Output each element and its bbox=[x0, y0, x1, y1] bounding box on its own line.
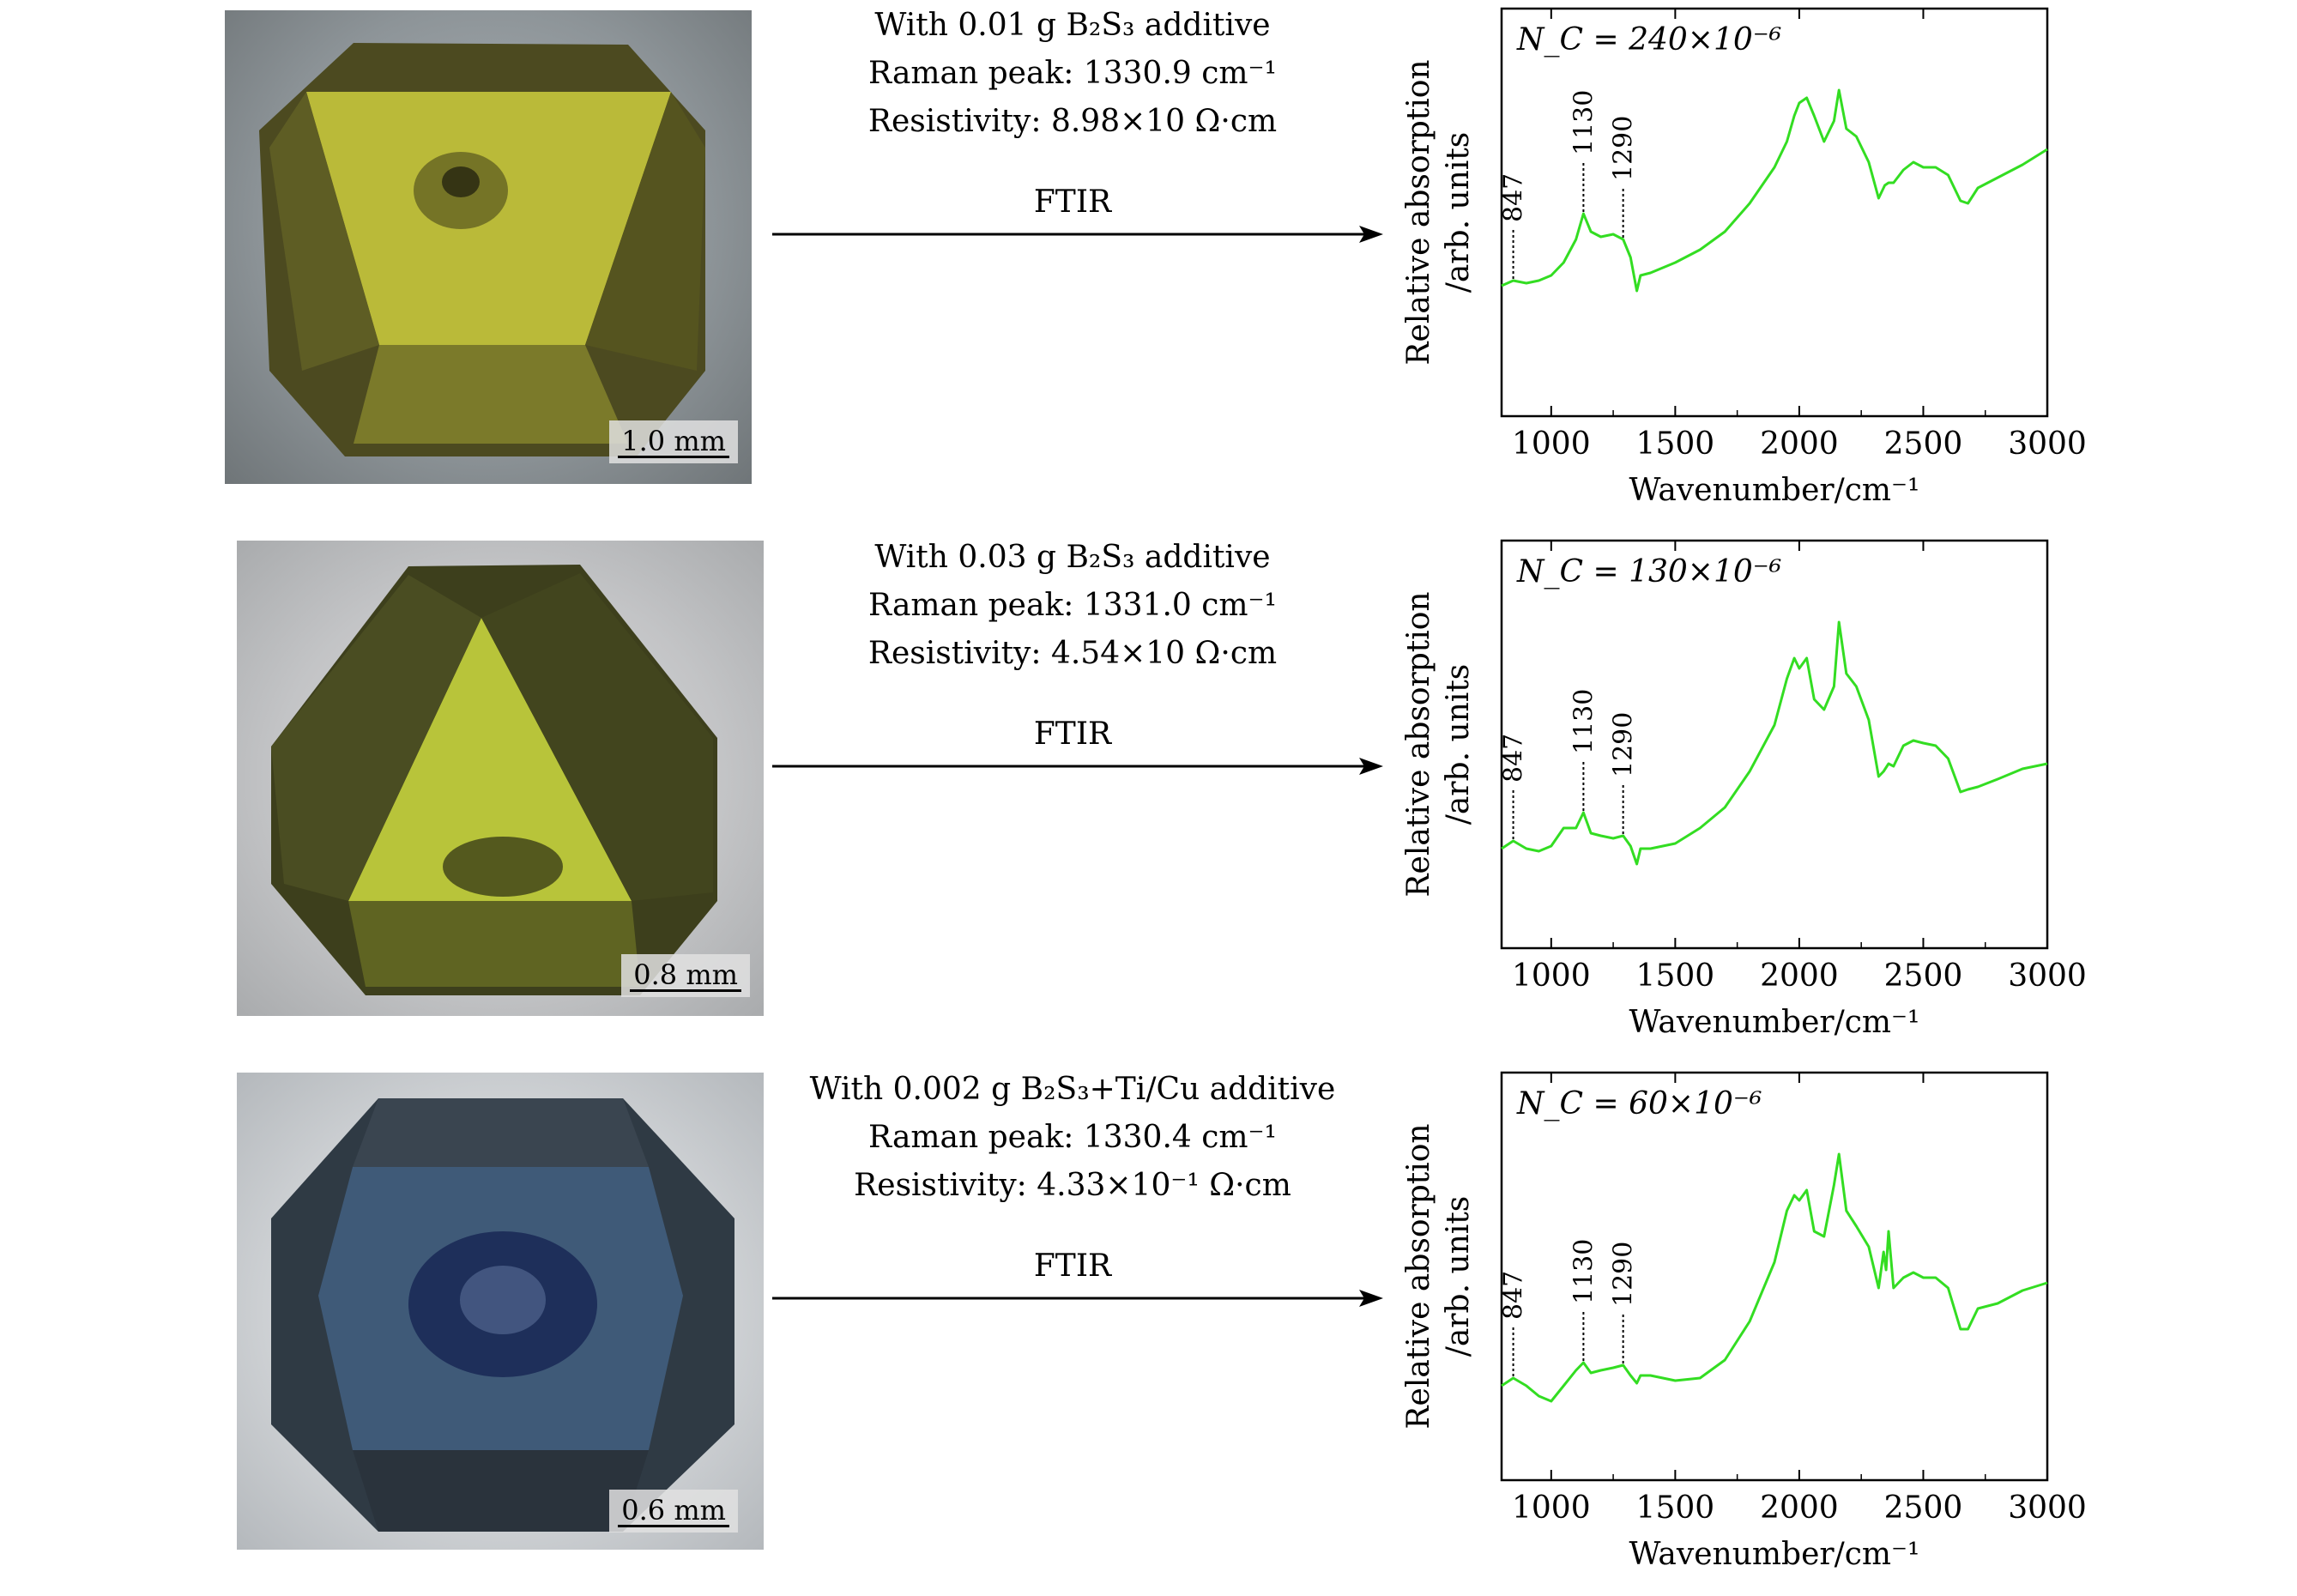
x-tick-label: 2000 bbox=[1760, 1490, 1839, 1526]
x-tick-label: 1000 bbox=[1512, 958, 1591, 994]
x-tick-label: 2000 bbox=[1760, 958, 1839, 994]
peak-label: 847 bbox=[1499, 1271, 1529, 1320]
y-axis-label: Relative absorption/arb. units bbox=[1401, 591, 1476, 897]
nc-annotation: N_C = 60×10⁻⁶ bbox=[1516, 1086, 1762, 1121]
peak-label: 1130 bbox=[1569, 1239, 1599, 1304]
crystal-photo-1: 1.0 mm bbox=[225, 10, 752, 484]
row-3: 0.6 mm With 0.002 g B₂S₃+Ti/Cu additive … bbox=[0, 1064, 2297, 1596]
caption-1-resistivity: Resistivity: 8.98×10 Ω·cm bbox=[867, 104, 1278, 139]
row-2: 0.8 mm With 0.03 g B₂S₃ additive Raman p… bbox=[0, 532, 2297, 1064]
x-tick-label: 2500 bbox=[1884, 426, 1963, 462]
caption-3-additive: With 0.002 g B₂S₃+Ti/Cu additive bbox=[809, 1072, 1336, 1107]
caption-3-resistivity: Resistivity: 4.33×10⁻¹ Ω·cm bbox=[854, 1168, 1291, 1203]
crystal-illustration-3 bbox=[271, 1098, 734, 1532]
caption-3: With 0.002 g B₂S₃+Ti/Cu additive Raman p… bbox=[747, 1066, 1399, 1210]
peak-label: 1130 bbox=[1569, 90, 1599, 155]
arrow-1 bbox=[772, 226, 1383, 243]
ftir-chart-3: 1000 1500 2000 2500 3000 Wavenumber/cm⁻¹ Relat… bbox=[1401, 1071, 2087, 1572]
y-axis-label-line1: Relative absorption bbox=[1401, 591, 1436, 897]
scale-bar-1: 1.0 mm bbox=[609, 420, 738, 463]
y-axis-label-line2: /arb. units bbox=[1441, 132, 1476, 293]
peak-label: 1290 bbox=[1609, 1242, 1639, 1307]
ftir-label-3: FTIR bbox=[1033, 1248, 1112, 1284]
x-tick-label: 2500 bbox=[1884, 1490, 1963, 1526]
nc-annotation: N_C = 130×10⁻⁶ bbox=[1516, 554, 1781, 589]
y-axis-label-line2: /arb. units bbox=[1441, 664, 1476, 825]
absorption-series-line bbox=[1501, 620, 2048, 866]
x-axis-label: Wavenumber/cm⁻¹ bbox=[1629, 473, 1920, 508]
ftir-chart-1: 1000 1500 2000 2500 3000 Wavenumber/cm⁻¹ Relat… bbox=[1401, 7, 2087, 508]
x-tick-label: 1000 bbox=[1512, 426, 1591, 462]
peak-label: 1290 bbox=[1609, 712, 1639, 777]
crystal-photo-2: 0.8 mm bbox=[237, 541, 764, 1016]
caption-2-additive: With 0.03 g B₂S₃ additive bbox=[874, 540, 1271, 575]
peak-label: 1130 bbox=[1569, 689, 1599, 754]
caption-2-raman: Raman peak: 1331.0 cm⁻¹ bbox=[868, 588, 1277, 623]
x-tick-label: 2000 bbox=[1760, 426, 1839, 462]
crystal-illustration-1 bbox=[259, 43, 705, 456]
x-tick-label: 3000 bbox=[2008, 426, 2087, 462]
caption-3-raman: Raman peak: 1330.4 cm⁻¹ bbox=[868, 1120, 1277, 1155]
x-tick-label: 3000 bbox=[2008, 1490, 2087, 1526]
plot-frame bbox=[1500, 7, 2049, 418]
y-axis-label: Relative absorption/arb. units bbox=[1401, 59, 1476, 365]
caption-2: With 0.03 g B₂S₃ additive Raman peak: 13… bbox=[747, 534, 1399, 678]
x-tick-label: 3000 bbox=[2008, 958, 2087, 994]
absorption-series-line bbox=[1501, 1152, 2048, 1403]
x-tick-label: 1500 bbox=[1636, 426, 1715, 462]
x-tick-label: 1000 bbox=[1512, 1490, 1591, 1526]
x-tick-label: 1500 bbox=[1636, 958, 1715, 994]
peak-label: 847 bbox=[1499, 734, 1529, 783]
caption-1-raman: Raman peak: 1330.9 cm⁻¹ bbox=[868, 56, 1277, 91]
nc-annotation: N_C = 240×10⁻⁶ bbox=[1516, 22, 1781, 57]
y-axis-label-line1: Relative absorption bbox=[1401, 1123, 1436, 1429]
scale-bar-3: 0.6 mm bbox=[609, 1490, 738, 1533]
y-axis-label: Relative absorption/arb. units bbox=[1401, 1123, 1476, 1429]
scale-bar-2: 0.8 mm bbox=[621, 954, 750, 997]
ftir-label-2: FTIR bbox=[1033, 716, 1112, 752]
crystal-photo-3: 0.6 mm bbox=[237, 1073, 764, 1550]
x-axis-label: Wavenumber/cm⁻¹ bbox=[1629, 1005, 1920, 1040]
caption-1: With 0.01 g B₂S₃ additive Raman peak: 13… bbox=[747, 2, 1399, 146]
x-tick-label: 1500 bbox=[1636, 1490, 1715, 1526]
x-axis-label: Wavenumber/cm⁻¹ bbox=[1629, 1537, 1920, 1572]
peak-label: 1290 bbox=[1609, 116, 1639, 181]
ftir-chart-2: 1000 1500 2000 2500 3000 Wavenumber/cm⁻¹ Relat… bbox=[1401, 539, 2087, 1040]
plot-frame bbox=[1500, 1071, 2049, 1482]
ftir-label-1: FTIR bbox=[1033, 184, 1112, 220]
x-tick-label: 2500 bbox=[1884, 958, 1963, 994]
absorption-series-line bbox=[1501, 88, 2048, 293]
y-axis-label-line1: Relative absorption bbox=[1401, 59, 1436, 365]
crystal-illustration-2 bbox=[271, 565, 717, 995]
peak-label: 847 bbox=[1499, 173, 1529, 222]
y-axis-label-line2: /arb. units bbox=[1441, 1196, 1476, 1357]
row-1: 1.0 mm With 0.01 g B₂S₃ additive Raman p… bbox=[0, 0, 2297, 532]
arrow-2 bbox=[772, 758, 1383, 775]
plot-frame bbox=[1500, 539, 2049, 950]
caption-1-additive: With 0.01 g B₂S₃ additive bbox=[874, 8, 1271, 43]
arrow-3 bbox=[772, 1290, 1383, 1307]
caption-2-resistivity: Resistivity: 4.54×10 Ω·cm bbox=[867, 636, 1278, 671]
